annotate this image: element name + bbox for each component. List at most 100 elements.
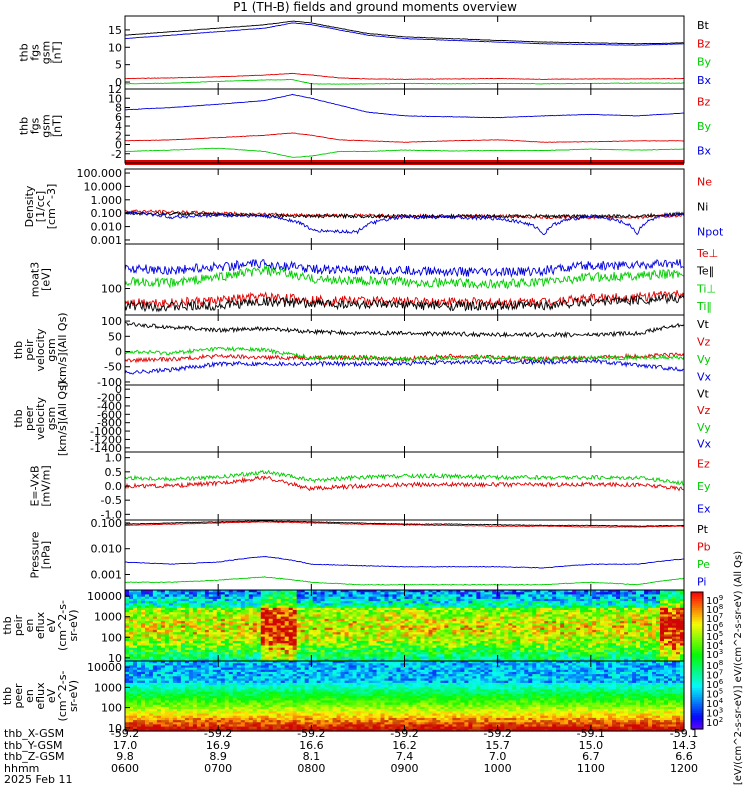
orbit-value: 6.6 (675, 750, 693, 764)
ylabel-line: eflux (34, 611, 47, 639)
ylabel-line: peir (23, 339, 36, 361)
time-column: -59.1 15.0 6.7 1100 (561, 728, 621, 774)
ylabel-line: gsm (45, 407, 58, 430)
ylabel-p6: thbpeervelocitygsm[km/s](All Qs) (12, 381, 69, 456)
colorbar-cell (691, 596, 703, 600)
orbit-value: -59.2 (203, 727, 233, 740)
ylabel-line: moat3 (29, 262, 42, 298)
series-p1-Bt (124, 20, 685, 45)
orbit-value: 17.0 (112, 738, 138, 752)
legend-p5-Vz: Vz (697, 335, 711, 348)
ytick-label-p8: 0.100 (91, 517, 123, 530)
series-p5-Vx (124, 358, 685, 375)
time-label: 0900 (390, 761, 419, 775)
legend-p1-Bx: Bx (697, 74, 712, 87)
colorbar-cell (691, 639, 703, 643)
colorbar-cell (691, 605, 703, 609)
legend-p3-Ni: Ni (697, 201, 708, 214)
orbit-label-hhmm: hhmm (4, 761, 40, 775)
colorbar-tick-exp: 8 (719, 659, 723, 667)
colorbar-cell (691, 699, 703, 703)
orbit-value: 7.4 (395, 750, 414, 764)
ylabel-line: eflux (34, 682, 47, 710)
colorbar-cell (691, 626, 703, 630)
series-p1-Bx (124, 22, 685, 46)
ytick-label-p6: 0 (115, 383, 122, 396)
ylabel-line: thb (1, 616, 14, 634)
ytick-label-p9: 1000 (94, 611, 122, 624)
series-p4-Ti‖ (124, 258, 685, 279)
ylabel-line: E=-VxB (29, 465, 42, 506)
ylabel-line: peer (12, 683, 25, 709)
series-p2-Bx (124, 93, 685, 119)
colorbar-cell (691, 713, 703, 716)
time-label: 0800 (297, 761, 326, 775)
colorbar-cell (691, 621, 703, 625)
legend-p5-Vy: Vy (697, 353, 711, 366)
colorbar-cell (691, 607, 703, 611)
colorbar-cell (691, 701, 703, 705)
colorbar-cell (691, 683, 703, 687)
ytick-label-p3: 0.100 (91, 207, 123, 220)
ytick-label-p8: 0.001 (91, 568, 123, 581)
colorbar-cell (691, 623, 703, 627)
legend-p6-Vx: Vx (697, 438, 712, 451)
ytick-label-p2: 8 (115, 102, 122, 115)
ytick-label-p2: -2 (111, 148, 122, 161)
time-column: -59.2 16.6 8.1 0800 (281, 728, 341, 774)
orbit-footer: thb_X-GSM thb_Y-GSM thb_Z-GSM hhmm 2025 … (0, 728, 740, 800)
legend-p1-Bz: Bz (697, 37, 711, 50)
series-p5-Vy (124, 345, 685, 363)
frame-p6 (124, 384, 685, 453)
frame-p8 (124, 519, 685, 591)
ytick-label-p5: -50 (104, 361, 122, 374)
ylabel-line: [cm^-3] (45, 184, 58, 230)
ytick-label-p2: 10 (108, 92, 122, 105)
legend-p8-Pb: Pb (697, 540, 711, 553)
orbit-value: 6.7 (582, 750, 600, 764)
ytick-label-p2: 2 (115, 129, 122, 142)
legend-p6-Vz: Vz (697, 404, 711, 417)
orbit-label-x: thb_X-GSM (4, 727, 65, 740)
colorbar-tick-exp: 4 (719, 639, 724, 647)
ylabel-p10: thbpeerenefluxeV(cm^2-s-sr-eV) (1, 671, 80, 722)
ylabel-p3: Density[1/cc][cm^-3] (23, 184, 58, 230)
time-column: -59.2 15.7 7.0 1000 (468, 728, 528, 774)
colorbar-cell (691, 671, 703, 675)
colorbar-cell (691, 612, 703, 616)
series-p4-Ti⊥ (124, 264, 685, 290)
ytick-label-p1: 5 (115, 59, 122, 72)
ytick-label-p2: 4 (115, 120, 122, 133)
ylabel-line: velocity (34, 397, 47, 440)
orbit-value: 16.9 (205, 738, 231, 752)
ytick-label-p9: 10000 (87, 590, 122, 603)
colorbar-cell (691, 724, 703, 728)
series-p2-By (124, 147, 685, 158)
legend-p8-Pe: Pe (697, 558, 710, 571)
ytick-label-p2: 6 (115, 111, 122, 124)
colorbar-tick-exp: 7 (719, 669, 723, 677)
colorbar: 1091081071061051041031081071061051041031… (690, 551, 744, 785)
ytick-label-p5: 0 (115, 346, 122, 359)
ytick-label-p3: 0.001 (91, 234, 123, 247)
legend-p1-Bt: Bt (697, 19, 710, 32)
colorbar-cell (691, 644, 703, 648)
ylabel-line: thb (1, 687, 14, 705)
time-column: -59.2 16.2 7.4 0900 (375, 728, 435, 774)
colorbar-cell (691, 635, 703, 639)
series-p3-Npot (124, 210, 685, 236)
colorbar-cell (691, 665, 703, 668)
colorbar-tick-exp: 2 (719, 716, 723, 724)
ylabel-line: thb (12, 409, 25, 427)
colorbar-tick-exp: 4 (719, 697, 724, 705)
orbit-value: -59.2 (390, 727, 419, 740)
ytick-label-p7: -1.0 (101, 508, 122, 521)
colorbar-cell (691, 722, 703, 726)
ylabel-line: Density (23, 185, 36, 227)
ylabel-p9: thbpeirenefluxeV(cm^2-s-sr-eV) (1, 600, 80, 651)
colorbar-cell (691, 719, 703, 723)
colorbar-cell (691, 630, 703, 634)
ytick-label-p3: 10.000 (84, 180, 123, 193)
ytick-label-p10: 100 (101, 702, 122, 715)
legend-p2-By: By (697, 120, 712, 133)
